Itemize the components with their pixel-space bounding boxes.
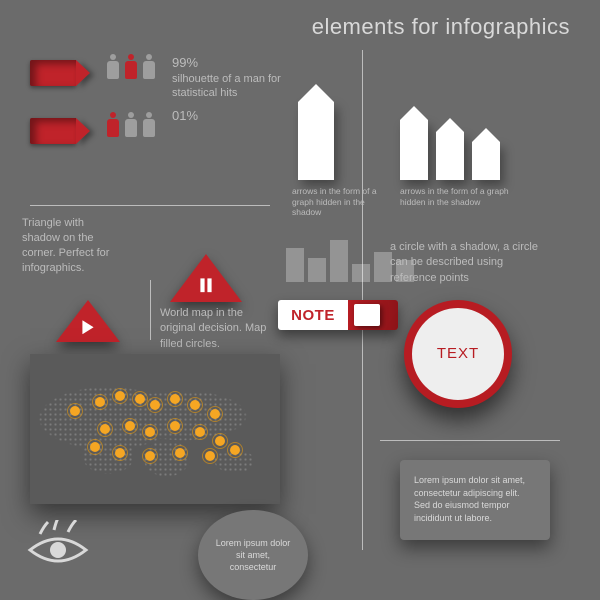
stat-bottom-pct: 01% [172,107,282,125]
map-caption: World map in the original decision. Map … [160,306,270,352]
triangle-play [56,300,120,342]
bar [352,264,370,282]
world-map-panel [30,354,280,504]
stat-top-pct: 99% [172,54,282,72]
map-node [145,451,155,461]
divider-vertical-left [150,280,151,340]
eye-icon [26,520,90,568]
map-node [125,421,135,431]
map-node [115,391,125,401]
arrow-chart-right [400,88,510,180]
stat-caption: 99% silhouette of a man for statistical … [172,54,282,125]
triangle-pause [170,254,242,302]
map-node [210,409,220,419]
map-node [170,421,180,431]
map-node [70,406,80,416]
map-node [230,445,240,455]
map-node [150,400,160,410]
map-node [205,451,215,461]
people-icons-bottom [106,112,156,140]
lorem-circle-text: Lorem ipsum dolor sit amet, consectetur [212,537,294,573]
map-node [135,394,145,404]
pause-icon [199,278,213,297]
divider-horizontal [30,205,270,206]
lorem-panel-text: Lorem ipsum dolor sit amet, consectetur … [414,475,525,523]
note-label: NOTE [278,300,348,330]
people-icons-top [106,54,156,82]
stat-caption-text: silhouette of a man for statistical hits [172,72,282,102]
note-knob[interactable] [348,300,398,330]
map-node [175,448,185,458]
divider-right [380,440,560,441]
circle-caption: a circle with a shadow, a circle can be … [390,240,540,286]
lorem-circle: Lorem ipsum dolor sit amet, consectetur [198,510,308,600]
lorem-panel: Lorem ipsum dolor sit amet, consectetur … [400,460,550,540]
map-node [115,448,125,458]
map-node [145,427,155,437]
stat-arrow-top [30,60,90,86]
bar [330,240,348,282]
map-node [170,394,180,404]
stat-arrow-bottom [30,118,90,144]
map-node [100,424,110,434]
map-node [195,427,205,437]
map-node [90,442,100,452]
map-node [95,397,105,407]
triangle-caption: Triangle with shadow on the corner. Perf… [22,216,122,275]
arrow-chart-left-caption: arrows in the form of a graph hidden in … [292,186,382,218]
arrow-chart-right-caption: arrows in the form of a graph hidden in … [400,186,520,207]
map-node [190,400,200,410]
arrow-chart-left [298,70,354,180]
page-title: elements for infographics [312,14,570,40]
map-node [215,436,225,446]
bar [286,248,304,282]
note-toggle[interactable]: NOTE [278,300,398,330]
infographic-stage: elements for infographics 99% silhouette… [0,0,600,600]
text-circle-label: TEXT [424,320,492,388]
play-icon [81,320,95,339]
bar [308,258,326,282]
text-circle: TEXT [404,300,512,408]
